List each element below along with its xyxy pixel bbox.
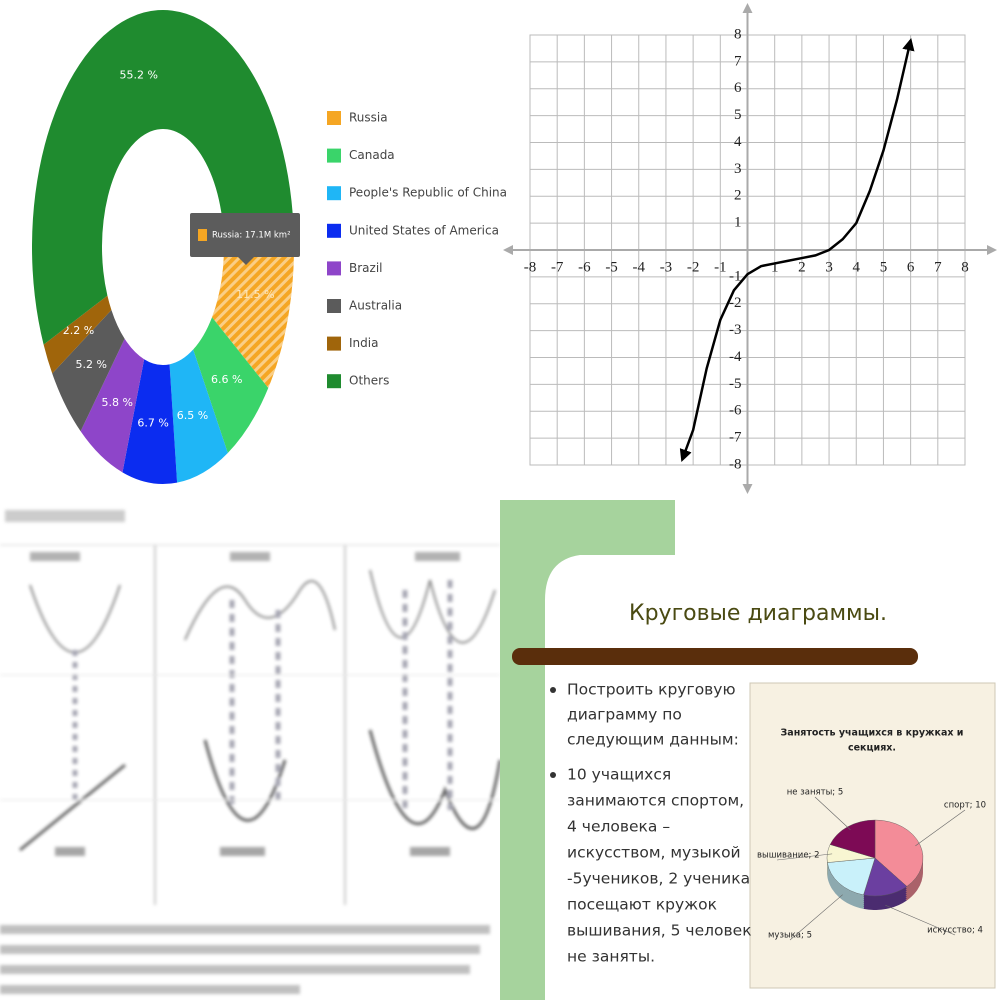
y-tick-label: 3 xyxy=(734,161,742,177)
legend-label: United States of America xyxy=(349,223,499,237)
bullet-text: занимаются спортом, xyxy=(567,792,744,810)
donut-segment xyxy=(80,338,145,473)
leader-line xyxy=(885,904,956,936)
legend-label: India xyxy=(349,336,378,350)
data-label: 6.6 % xyxy=(211,373,242,386)
bullet-text: следующим данным: xyxy=(567,731,739,749)
donut-segment xyxy=(169,349,228,483)
y-tick-label: -3 xyxy=(729,322,742,338)
legend-label: People's Republic of China xyxy=(349,186,507,200)
leader-line xyxy=(776,853,833,861)
y-tick-label: -8 xyxy=(729,456,742,472)
pie-slice xyxy=(827,857,876,896)
x-tick-label: 5 xyxy=(880,259,888,275)
legend-swatch xyxy=(327,186,341,201)
y-tick-label: -5 xyxy=(729,376,742,392)
leader-line xyxy=(915,809,966,847)
tooltip-text: Russia: 17.1M km² xyxy=(212,231,290,241)
bullet-text: 10 учащихся xyxy=(567,766,671,784)
bullet-text: диаграмму по xyxy=(567,706,682,724)
donut-segment xyxy=(52,309,125,432)
legend-swatch xyxy=(327,223,341,238)
legend-label: Australia xyxy=(349,299,402,313)
legend-swatch xyxy=(327,111,341,125)
bullet xyxy=(550,772,556,778)
y-tick-label: 5 xyxy=(734,107,742,123)
x-tick-label: 2 xyxy=(798,259,806,275)
y-tick-label: -6 xyxy=(729,403,742,419)
legend-swatch xyxy=(327,261,341,276)
data-label: 6.7 % xyxy=(137,417,168,430)
bullet-text: не заняты. xyxy=(567,948,655,966)
data-label: музыка; 5 xyxy=(768,931,812,941)
bullet-text: 4 человека – xyxy=(567,818,670,836)
pie-title: Занятость учащихся в кружках и xyxy=(781,728,964,739)
legend-label: Brazil xyxy=(349,261,383,275)
y-tick-label: 6 xyxy=(734,80,742,96)
pie-slice xyxy=(863,857,908,897)
pie-title: секциях. xyxy=(848,743,896,754)
x-tick-label: -5 xyxy=(605,259,618,275)
x-tick-label: -7 xyxy=(551,259,564,275)
leader-line xyxy=(789,894,843,941)
y-tick-label: -7 xyxy=(729,430,742,446)
legend-swatch xyxy=(327,148,341,163)
x-tick-label: -2 xyxy=(687,259,700,275)
data-label: спорт; 10 xyxy=(944,801,986,811)
x-tick-label: 8 xyxy=(961,259,969,275)
pie-slice xyxy=(874,819,924,887)
donut-segment xyxy=(43,295,112,374)
bullet-text: посещают кружок xyxy=(567,896,717,914)
y-tick-label: 8 xyxy=(734,26,742,42)
data-label: 2.2 % xyxy=(63,324,94,337)
donut-segment xyxy=(122,359,178,484)
legend-label: Russia xyxy=(349,111,388,125)
legend-label: Canada xyxy=(349,148,395,162)
legend-swatch xyxy=(327,374,341,389)
segment-hatch xyxy=(212,226,294,389)
x-tick-label: -8 xyxy=(524,259,537,275)
tooltip-swatch xyxy=(198,229,207,241)
tooltip-pointer xyxy=(238,257,254,265)
data-label: 5.2 % xyxy=(76,358,107,371)
y-tick-label: -4 xyxy=(729,349,742,365)
legend-swatch xyxy=(327,336,341,351)
y-tick-label: 1 xyxy=(734,215,742,231)
bullet-text: вышивания, 5 человек xyxy=(567,922,752,940)
y-tick-label: 7 xyxy=(734,53,742,69)
slide-title: Круговые диаграммы. xyxy=(629,601,887,626)
leader-line xyxy=(814,796,851,831)
curve xyxy=(679,37,915,462)
bullet-text: -5учеников, 2 ученика xyxy=(567,870,750,888)
legend-label: Others xyxy=(349,374,389,388)
blurred-figure xyxy=(0,510,502,994)
x-tick-label: -4 xyxy=(633,259,646,275)
data-label: 11.5 % xyxy=(236,288,274,301)
data-label: не заняты; 5 xyxy=(787,788,844,798)
bullet xyxy=(550,687,556,693)
donut-segment xyxy=(31,9,294,345)
x-tick-label: 3 xyxy=(825,259,833,275)
bullet-text: Построить круговую xyxy=(567,681,736,699)
x-tick-label: -6 xyxy=(578,259,591,275)
x-tick-label: 6 xyxy=(907,259,915,275)
data-label: 6.5 % xyxy=(177,409,208,422)
pie-slice xyxy=(829,819,876,859)
bullet-text: искусством, музыкой xyxy=(567,844,741,862)
x-tick-label: -1 xyxy=(714,259,727,275)
tooltip xyxy=(190,213,300,257)
donut-segment xyxy=(193,317,269,453)
x-tick-label: -3 xyxy=(660,259,673,275)
data-label: 5.8 % xyxy=(101,396,132,409)
x-tick-label: 7 xyxy=(934,259,942,275)
data-label: вышивание; 2 xyxy=(757,851,820,861)
data-label: искусство; 4 xyxy=(927,926,983,936)
y-tick-label: 4 xyxy=(734,134,742,150)
y-tick-label: 2 xyxy=(734,188,742,204)
data-label: 55.2 % xyxy=(119,68,157,81)
legend-swatch xyxy=(327,299,341,313)
x-tick-label: 4 xyxy=(853,259,861,275)
